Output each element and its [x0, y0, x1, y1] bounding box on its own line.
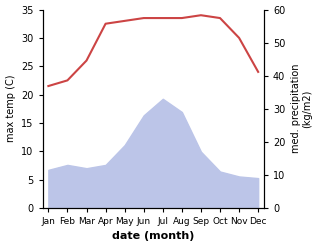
Y-axis label: med. precipitation
(kg/m2): med. precipitation (kg/m2): [291, 64, 313, 153]
Y-axis label: max temp (C): max temp (C): [5, 75, 16, 143]
X-axis label: date (month): date (month): [112, 231, 194, 242]
